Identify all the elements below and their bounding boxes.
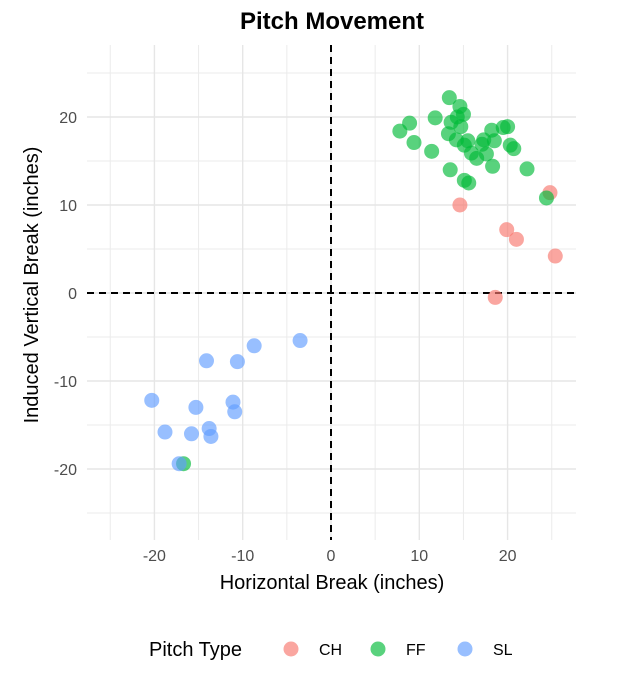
point-sl xyxy=(188,399,204,415)
chart-title: Pitch Movement xyxy=(240,8,424,35)
x-axis-title: Horizontal Break (inches) xyxy=(220,572,445,594)
point-sl xyxy=(183,426,199,442)
x-tick-label: 10 xyxy=(410,548,428,565)
point-sl xyxy=(246,338,262,354)
x-tick-label: 0 xyxy=(327,548,336,565)
point-sl xyxy=(144,392,160,408)
legend-label-sl: SL xyxy=(493,642,513,659)
point-ff xyxy=(442,162,458,178)
point-ch xyxy=(499,222,515,238)
x-tick-label: -10 xyxy=(231,548,254,565)
point-ff xyxy=(427,110,443,126)
y-tick-label: 0 xyxy=(68,286,77,303)
y-axis-ticks: -20 -10 0 10 20 xyxy=(54,110,77,479)
point-ff xyxy=(424,143,440,159)
point-ff xyxy=(441,90,457,106)
y-tick-label: 10 xyxy=(59,198,77,215)
legend: Pitch Type CH FF SL xyxy=(149,639,513,661)
point-ch xyxy=(547,248,563,264)
point-ff xyxy=(500,119,516,135)
point-sl xyxy=(171,456,187,472)
point-ff xyxy=(485,158,501,174)
legend-title: Pitch Type xyxy=(149,639,242,661)
point-sl xyxy=(203,428,219,444)
point-ch xyxy=(487,289,503,305)
point-ff xyxy=(402,115,418,131)
point-ff xyxy=(455,106,471,122)
point-ff xyxy=(506,141,522,157)
point-sl xyxy=(198,353,214,369)
point-sl xyxy=(229,354,245,370)
point-sl xyxy=(227,404,243,420)
x-axis-ticks: -20 -10 0 10 20 xyxy=(143,548,517,565)
point-ch xyxy=(452,197,468,213)
point-ff xyxy=(460,133,476,149)
point-sl xyxy=(157,424,173,440)
y-tick-label: -10 xyxy=(54,374,77,391)
point-sl xyxy=(292,333,308,349)
point-ff xyxy=(519,161,535,177)
y-axis-title: Induced Vertical Break (inches) xyxy=(21,147,43,424)
legend-label-ch: CH xyxy=(319,642,342,659)
y-tick-label: 20 xyxy=(59,110,77,127)
legend-label-ff: FF xyxy=(406,642,426,659)
point-ff xyxy=(406,135,422,151)
legend-key-sl xyxy=(457,641,473,657)
legend-key-ff xyxy=(370,641,386,657)
point-ff xyxy=(453,119,469,135)
point-ff xyxy=(461,175,477,191)
legend-key-ch xyxy=(283,641,299,657)
reference-lines xyxy=(87,45,576,540)
point-ff xyxy=(486,133,502,149)
legend-entries: CH FF SL xyxy=(283,641,513,659)
point-ff xyxy=(478,146,494,162)
point-ch xyxy=(508,231,524,247)
point-ff xyxy=(538,190,554,206)
y-tick-label: -20 xyxy=(54,462,77,479)
data-points xyxy=(144,90,563,472)
x-tick-label: 20 xyxy=(499,548,517,565)
x-tick-label: -20 xyxy=(143,548,166,565)
